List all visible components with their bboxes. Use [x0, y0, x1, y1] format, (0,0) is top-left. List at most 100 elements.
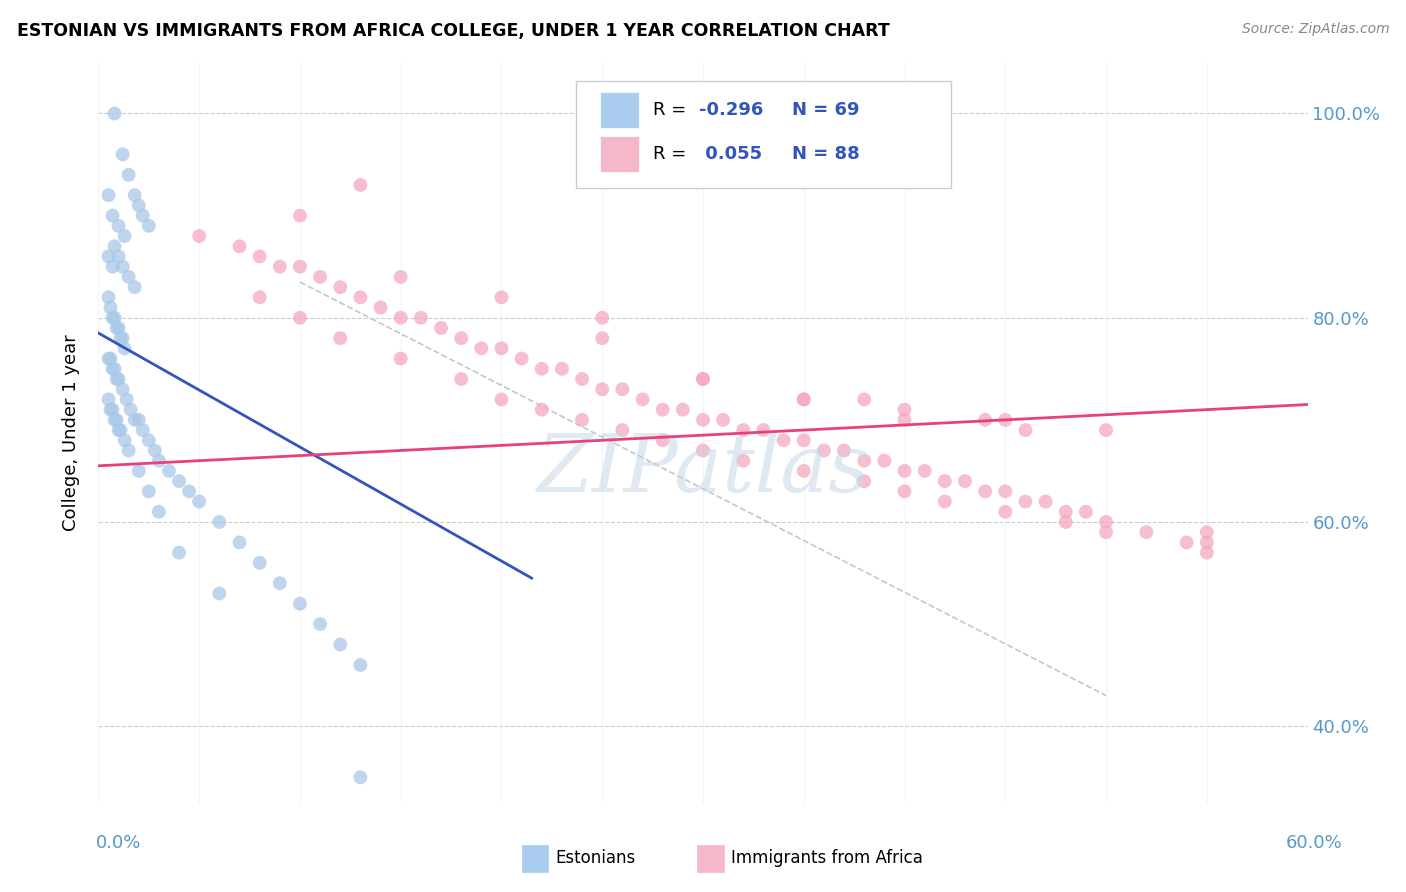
Point — [100, 402, 122, 417]
Point — [101, 260, 124, 274]
FancyBboxPatch shape — [576, 81, 950, 188]
Point — [249, 250, 271, 264]
Point — [103, 106, 125, 120]
Point — [1095, 525, 1118, 540]
Point — [309, 269, 332, 284]
Point — [167, 474, 190, 488]
Point — [612, 382, 634, 396]
Point — [793, 392, 815, 407]
Point — [249, 290, 271, 304]
Point — [111, 382, 134, 396]
Point — [208, 515, 231, 529]
Point — [772, 434, 794, 448]
Bar — [600, 136, 638, 171]
Point — [110, 423, 132, 437]
Point — [269, 260, 291, 274]
Point — [97, 392, 120, 407]
Point — [571, 413, 593, 427]
Point — [101, 310, 124, 325]
Point — [118, 168, 141, 182]
Point — [309, 617, 332, 632]
Point — [612, 423, 634, 437]
Point — [228, 239, 250, 253]
Point — [148, 505, 170, 519]
Point — [111, 147, 134, 161]
Point — [100, 301, 122, 315]
Point — [974, 413, 997, 427]
Point — [349, 657, 371, 672]
Point — [1135, 525, 1157, 540]
Point — [692, 413, 714, 427]
Point — [953, 474, 976, 488]
Point — [530, 402, 553, 417]
Point — [389, 310, 412, 325]
Point — [132, 423, 155, 437]
Point — [329, 638, 352, 652]
Text: R =: R = — [654, 101, 692, 119]
Text: 0.0%: 0.0% — [96, 834, 141, 852]
Point — [692, 372, 714, 386]
Point — [138, 219, 160, 233]
Point — [793, 464, 815, 478]
Text: Source: ZipAtlas.com: Source: ZipAtlas.com — [1241, 22, 1389, 37]
Point — [631, 392, 654, 407]
Point — [188, 494, 211, 508]
Point — [115, 392, 138, 407]
Text: N = 69: N = 69 — [793, 101, 860, 119]
Point — [101, 361, 124, 376]
Point — [228, 535, 250, 549]
Point — [124, 188, 146, 202]
Point — [530, 361, 553, 376]
Point — [651, 402, 673, 417]
Bar — [697, 845, 724, 871]
Point — [105, 321, 128, 335]
Point — [591, 382, 613, 396]
Point — [124, 280, 146, 294]
Point — [389, 269, 412, 284]
Point — [288, 209, 311, 223]
Y-axis label: College, Under 1 year: College, Under 1 year — [62, 334, 80, 531]
Point — [107, 321, 129, 335]
Point — [349, 290, 371, 304]
Point — [914, 464, 936, 478]
Point — [103, 310, 125, 325]
Point — [450, 331, 472, 345]
Point — [994, 484, 1017, 499]
Point — [349, 178, 371, 192]
Point — [733, 453, 755, 467]
Point — [651, 434, 673, 448]
Point — [853, 392, 876, 407]
Point — [1054, 505, 1077, 519]
Text: Estonians: Estonians — [555, 849, 636, 867]
Text: -0.296: -0.296 — [699, 101, 763, 119]
Point — [389, 351, 412, 366]
Point — [853, 474, 876, 488]
Point — [1095, 515, 1118, 529]
Point — [692, 443, 714, 458]
Point — [128, 464, 150, 478]
Point — [105, 413, 128, 427]
Point — [288, 260, 311, 274]
Bar — [522, 845, 548, 871]
Point — [491, 392, 513, 407]
Point — [111, 331, 134, 345]
Point — [329, 331, 352, 345]
Point — [491, 290, 513, 304]
Point — [893, 413, 915, 427]
Point — [793, 392, 815, 407]
Point — [107, 372, 129, 386]
Point — [208, 586, 231, 600]
Point — [103, 239, 125, 253]
Point — [114, 342, 136, 356]
Point — [733, 423, 755, 437]
Point — [752, 423, 775, 437]
Point — [1095, 423, 1118, 437]
Text: 60.0%: 60.0% — [1286, 834, 1343, 852]
Point — [101, 402, 124, 417]
Point — [157, 464, 180, 478]
Point — [288, 310, 311, 325]
Point — [430, 321, 453, 335]
Point — [107, 219, 129, 233]
Point — [409, 310, 432, 325]
Point — [132, 209, 155, 223]
